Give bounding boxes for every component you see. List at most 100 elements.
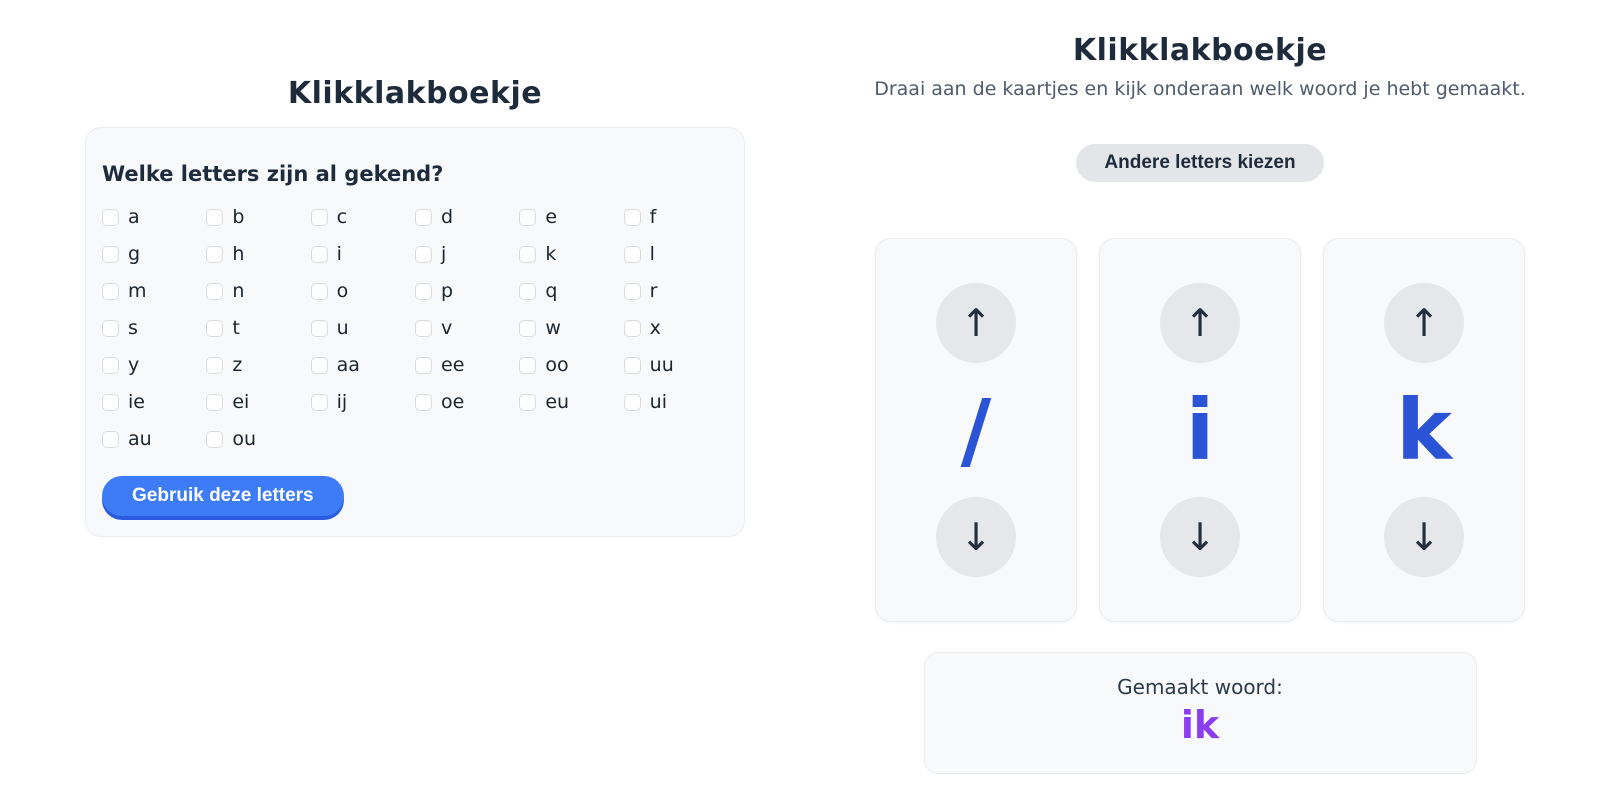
- letter-checkbox[interactable]: [623, 393, 641, 411]
- letter-checkbox-item[interactable]: x: [623, 317, 728, 339]
- letter-checkbox-item[interactable]: d: [415, 206, 519, 228]
- letter-checkbox-item[interactable]: i: [310, 243, 415, 265]
- letter-checkbox[interactable]: [206, 282, 224, 300]
- made-word-label: Gemaakt woord:: [1117, 675, 1283, 699]
- letter-checkbox[interactable]: [415, 393, 432, 411]
- letter-checkbox[interactable]: [519, 208, 537, 226]
- letter-checkbox-item[interactable]: n: [206, 280, 310, 302]
- letter-label: h: [232, 243, 245, 265]
- letter-checkbox-item[interactable]: p: [415, 280, 519, 302]
- letter-checkbox[interactable]: [102, 430, 119, 448]
- letter-checkbox[interactable]: [310, 319, 328, 337]
- letter-checkbox[interactable]: [206, 430, 224, 448]
- letter-checkbox[interactable]: [310, 393, 328, 411]
- letter-checkbox[interactable]: [102, 282, 119, 300]
- letter-checkbox[interactable]: [310, 208, 328, 226]
- letter-checkbox[interactable]: [310, 282, 328, 300]
- made-word-card: Gemaakt woord: ik: [923, 652, 1477, 774]
- letter-label: ee: [441, 354, 465, 376]
- letter-checkbox[interactable]: [623, 282, 641, 300]
- card-1-down-button[interactable]: ↓: [936, 497, 1016, 577]
- card-3-up-button[interactable]: ↑: [1384, 283, 1464, 363]
- letter-label: uu: [649, 354, 674, 376]
- letter-checkbox-item[interactable]: aa: [310, 354, 415, 376]
- letter-checkbox-item[interactable]: m: [102, 280, 206, 302]
- choose-other-letters-button[interactable]: Andere letters kiezen: [1076, 144, 1324, 182]
- letter-checkbox-item[interactable]: uu: [623, 354, 728, 376]
- letter-checkbox[interactable]: [206, 319, 224, 337]
- letter-checkbox[interactable]: [310, 245, 328, 263]
- letter-checkbox[interactable]: [102, 393, 119, 411]
- letter-checkbox-item[interactable]: oe: [415, 391, 519, 413]
- letter-checkbox-item[interactable]: h: [206, 243, 310, 265]
- letter-checkbox[interactable]: [415, 319, 432, 337]
- letter-checkbox[interactable]: [623, 319, 641, 337]
- letter-checkbox[interactable]: [519, 245, 537, 263]
- letter-checkbox[interactable]: [206, 208, 224, 226]
- letter-checkbox-item[interactable]: k: [519, 243, 623, 265]
- letter-checkbox-item[interactable]: r: [623, 280, 728, 302]
- letter-checkbox-item[interactable]: ij: [310, 391, 415, 413]
- letter-checkbox[interactable]: [102, 208, 119, 226]
- letter-checkbox-item[interactable]: g: [102, 243, 206, 265]
- letter-checkbox-item[interactable]: f: [623, 206, 728, 228]
- letter-label: q: [545, 280, 558, 302]
- letter-checkbox-item[interactable]: a: [102, 206, 206, 228]
- letter-checkbox-item[interactable]: b: [206, 206, 310, 228]
- letter-checkbox-item[interactable]: u: [310, 317, 415, 339]
- letter-label: ui: [649, 391, 667, 413]
- letter-checkbox[interactable]: [102, 319, 119, 337]
- letter-label: i: [336, 243, 342, 265]
- letter-checkbox-item[interactable]: e: [519, 206, 623, 228]
- letter-checkbox[interactable]: [415, 282, 432, 300]
- letter-checkbox[interactable]: [102, 356, 119, 374]
- letter-checkbox[interactable]: [206, 245, 224, 263]
- letter-checkbox[interactable]: [206, 393, 224, 411]
- letter-checkbox-item[interactable]: z: [206, 354, 310, 376]
- letter-checkbox[interactable]: [415, 356, 432, 374]
- letter-checkbox-item[interactable]: v: [415, 317, 519, 339]
- card-3-down-button[interactable]: ↓: [1384, 497, 1464, 577]
- letters-question: Welke letters zijn al gekend?: [102, 162, 444, 186]
- letter-checkbox[interactable]: [415, 245, 432, 263]
- letter-checkbox[interactable]: [519, 319, 537, 337]
- letter-checkbox-item[interactable]: ou: [206, 428, 310, 450]
- letter-checkbox[interactable]: [415, 208, 432, 226]
- letter-checkbox-item[interactable]: t: [206, 317, 310, 339]
- letter-checkbox-item[interactable]: eu: [519, 391, 623, 413]
- letter-checkbox-item[interactable]: oo: [519, 354, 623, 376]
- letter-checkbox-item[interactable]: w: [519, 317, 623, 339]
- letter-checkbox-item[interactable]: q: [519, 280, 623, 302]
- letter-checkbox[interactable]: [623, 356, 641, 374]
- letter-checkbox-item[interactable]: ui: [623, 391, 728, 413]
- letter-checkbox-item[interactable]: ee: [415, 354, 519, 376]
- letter-checkbox-item[interactable]: au: [102, 428, 206, 450]
- letter-checkbox-item[interactable]: o: [310, 280, 415, 302]
- letter-checkbox-item[interactable]: c: [310, 206, 415, 228]
- letter-checkbox[interactable]: [310, 356, 328, 374]
- letter-checkbox-item[interactable]: s: [102, 317, 206, 339]
- letter-label: y: [128, 354, 140, 376]
- letter-label: oo: [545, 354, 569, 376]
- card-1-up-button[interactable]: ↑: [936, 283, 1016, 363]
- letter-checkbox[interactable]: [206, 356, 224, 374]
- letter-checkbox-item[interactable]: ei: [206, 391, 310, 413]
- card-2-up-button[interactable]: ↑: [1160, 283, 1240, 363]
- use-letters-button[interactable]: Gebruik deze letters: [102, 476, 344, 516]
- letter-checkbox-item[interactable]: y: [102, 354, 206, 376]
- letter-cards-row: ↑ / ↓ ↑ i ↓ ↑ k: [830, 238, 1570, 622]
- letter-card-3: ↑ k ↓: [1323, 238, 1525, 622]
- card-2-down-button[interactable]: ↓: [1160, 497, 1240, 577]
- letter-checkbox[interactable]: [623, 208, 641, 226]
- letter-checkbox-item[interactable]: l: [623, 243, 728, 265]
- letter-checkbox[interactable]: [102, 245, 119, 263]
- letter-checkbox[interactable]: [519, 393, 537, 411]
- letter-checkbox[interactable]: [623, 245, 641, 263]
- letter-label: r: [649, 280, 658, 302]
- letter-checkbox-item[interactable]: j: [415, 243, 519, 265]
- letter-checkbox[interactable]: [519, 356, 537, 374]
- letter-checkbox-item[interactable]: ie: [102, 391, 206, 413]
- letter-label: j: [441, 243, 447, 265]
- letter-checkbox[interactable]: [519, 282, 537, 300]
